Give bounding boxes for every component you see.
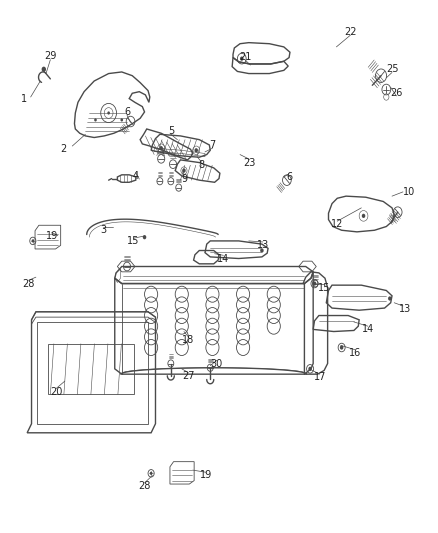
Circle shape <box>313 281 316 286</box>
Circle shape <box>388 296 392 301</box>
Text: 14: 14 <box>217 254 230 263</box>
Text: 18: 18 <box>182 335 194 345</box>
Circle shape <box>308 367 312 371</box>
Text: 29: 29 <box>44 51 57 61</box>
Text: 19: 19 <box>46 231 58 240</box>
Circle shape <box>94 118 97 122</box>
Text: 25: 25 <box>386 64 398 74</box>
Text: 13: 13 <box>399 304 411 314</box>
Text: 2: 2 <box>60 144 67 154</box>
Circle shape <box>42 67 46 72</box>
Text: 16: 16 <box>349 348 361 358</box>
Text: 10: 10 <box>403 187 416 197</box>
Text: 17: 17 <box>314 373 326 382</box>
Circle shape <box>182 168 186 173</box>
Text: 23: 23 <box>244 158 256 167</box>
Text: 28: 28 <box>138 481 151 491</box>
Text: 15: 15 <box>127 237 140 246</box>
Text: 5: 5 <box>168 126 174 135</box>
Text: 28: 28 <box>22 279 35 288</box>
Text: 21: 21 <box>239 52 251 62</box>
Text: 14: 14 <box>362 325 374 334</box>
Text: 13: 13 <box>257 240 269 250</box>
Circle shape <box>120 118 123 122</box>
Text: 6: 6 <box>124 107 130 117</box>
Text: 8: 8 <box>198 160 205 170</box>
Text: 27: 27 <box>182 371 194 381</box>
Text: 30: 30 <box>211 359 223 368</box>
Circle shape <box>32 239 34 243</box>
Text: 22: 22 <box>344 27 357 37</box>
Circle shape <box>340 345 343 350</box>
Circle shape <box>362 214 365 218</box>
Text: 12: 12 <box>331 219 343 229</box>
Text: 7: 7 <box>209 140 215 150</box>
Text: 3: 3 <box>100 225 106 235</box>
Circle shape <box>107 111 110 115</box>
Text: 9: 9 <box>181 174 187 183</box>
Text: 26: 26 <box>390 88 403 98</box>
Circle shape <box>260 248 264 253</box>
Text: 19: 19 <box>200 471 212 480</box>
Text: 1: 1 <box>21 94 27 103</box>
Circle shape <box>150 472 152 475</box>
Text: 20: 20 <box>50 387 62 397</box>
Circle shape <box>159 146 163 150</box>
Circle shape <box>194 148 198 152</box>
Text: 6: 6 <box>286 172 292 182</box>
Text: 4: 4 <box>133 171 139 181</box>
Text: 15: 15 <box>318 283 330 293</box>
Circle shape <box>240 56 244 61</box>
Circle shape <box>143 235 146 239</box>
